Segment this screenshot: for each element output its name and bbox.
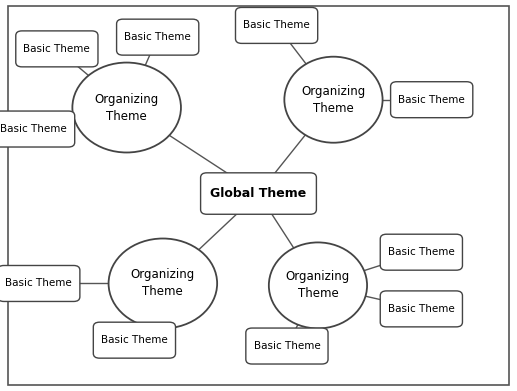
FancyBboxPatch shape [380,291,462,327]
FancyBboxPatch shape [8,6,509,385]
Text: Basic Theme: Basic Theme [243,20,310,30]
Text: Basic Theme: Basic Theme [253,341,321,351]
Ellipse shape [72,63,181,152]
Ellipse shape [284,57,383,143]
Text: Basic Theme: Basic Theme [101,335,168,345]
Text: Basic Theme: Basic Theme [388,247,455,257]
FancyBboxPatch shape [93,322,176,358]
FancyBboxPatch shape [246,328,328,364]
FancyBboxPatch shape [380,234,462,270]
FancyBboxPatch shape [116,19,199,55]
Text: Organizing
Theme: Organizing Theme [95,93,159,122]
Text: Organizing
Theme: Organizing Theme [286,271,350,300]
FancyBboxPatch shape [0,265,80,301]
Text: Global Theme: Global Theme [210,187,307,200]
FancyBboxPatch shape [16,31,98,67]
Text: Basic Theme: Basic Theme [0,124,67,134]
FancyBboxPatch shape [0,111,74,147]
Text: Basic Theme: Basic Theme [23,44,90,54]
FancyBboxPatch shape [236,7,317,43]
Text: Basic Theme: Basic Theme [398,95,465,105]
Ellipse shape [109,239,217,328]
FancyBboxPatch shape [201,173,316,214]
Text: Basic Theme: Basic Theme [388,304,455,314]
FancyBboxPatch shape [391,82,473,118]
Text: Basic Theme: Basic Theme [124,32,191,42]
Text: Basic Theme: Basic Theme [5,278,72,289]
Text: Organizing
Theme: Organizing Theme [131,269,195,298]
Text: Organizing
Theme: Organizing Theme [301,85,366,115]
Ellipse shape [269,242,367,328]
